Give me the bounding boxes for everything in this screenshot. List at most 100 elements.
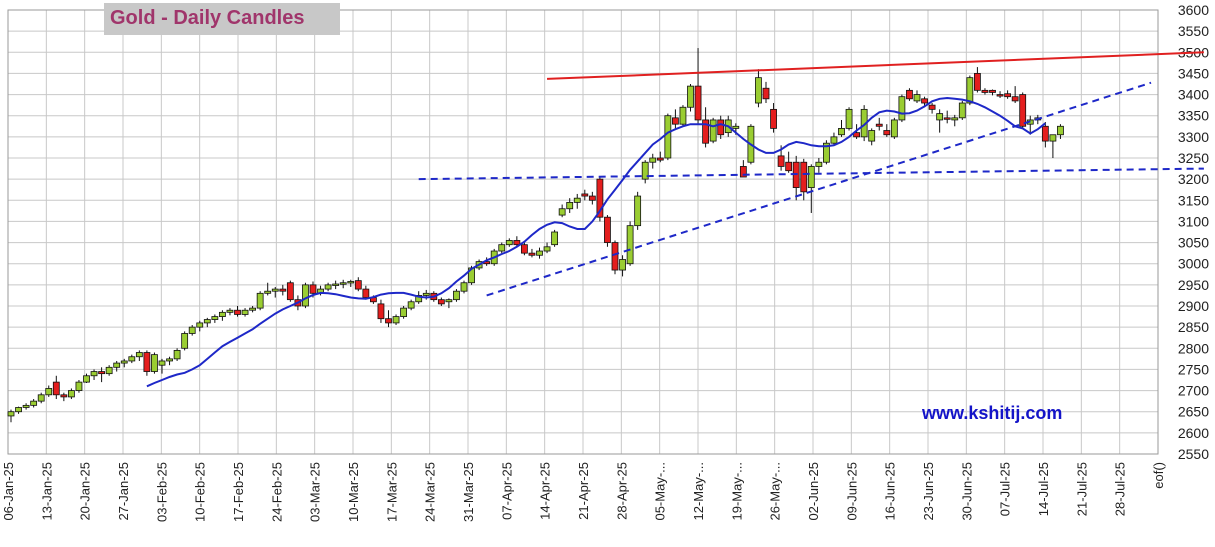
candle-up (324, 282, 332, 292)
candle-down (883, 124, 891, 137)
candle-body (974, 73, 981, 91)
candle-body (173, 349, 181, 360)
candle-body (981, 89, 989, 93)
candle-up (951, 114, 959, 127)
candle-up (913, 90, 921, 104)
candle-down (785, 151, 793, 173)
candle-down (770, 103, 777, 133)
candle-up (90, 369, 98, 380)
candle-body (777, 155, 785, 167)
x-tick-label: 28-Jul-25 (1113, 462, 1128, 516)
candle-up (400, 306, 408, 319)
x-tick-label: 13-Jan-25 (39, 462, 54, 521)
candle-down (385, 310, 392, 328)
x-tick-label: 26-May-... (768, 462, 783, 521)
candle-body (958, 102, 966, 119)
candle-body (75, 381, 83, 391)
watermark-url: www.kshitij.com (922, 403, 1063, 423)
x-tick-label: 07-Apr-25 (499, 462, 514, 520)
candle-body (498, 244, 506, 252)
candle-body (505, 240, 513, 246)
y-tick-label: 3250 (1178, 150, 1209, 166)
x-tick-label: 14-Jul-25 (1036, 462, 1051, 516)
candles (7, 48, 1064, 423)
candle-up (551, 229, 558, 247)
candle-down (974, 67, 981, 93)
candle-body (218, 311, 226, 317)
candle-up (211, 314, 219, 323)
candle-body (928, 104, 936, 110)
x-tick-label: 21-Apr-25 (576, 462, 591, 520)
candle-down (694, 48, 702, 125)
candle-body (90, 371, 98, 377)
candle-body (113, 362, 121, 368)
candle-up (339, 279, 347, 289)
candle-down (672, 109, 679, 129)
candle-body (362, 288, 370, 298)
candle-up (158, 358, 166, 374)
candle-body (339, 282, 347, 285)
candle-down (354, 277, 362, 292)
candle-body (45, 388, 53, 396)
candle-up (181, 331, 189, 351)
candle-body (135, 352, 143, 358)
candle-up (241, 308, 249, 317)
x-tick-label: 27-Jan-25 (116, 462, 131, 521)
candle-up (807, 164, 815, 213)
candle-up (1049, 134, 1057, 158)
moving-average-line (146, 96, 1046, 388)
candle-body (800, 161, 808, 193)
y-tick-label: 2600 (1178, 425, 1209, 441)
candle-down (1004, 90, 1011, 99)
y-tick-label: 2800 (1178, 340, 1209, 356)
candle-body (611, 242, 619, 271)
candle-body (256, 292, 264, 309)
candle-body (558, 208, 566, 216)
candle-down (60, 392, 68, 402)
candle-up (75, 380, 83, 393)
candle-body (203, 319, 211, 324)
candle-body (37, 394, 45, 402)
candle-body (1004, 93, 1011, 98)
candle-up (407, 299, 415, 311)
y-tick-label: 3450 (1178, 65, 1209, 81)
x-tick-label: 21-Jul-25 (1074, 462, 1089, 516)
x-tick-label: eof() (1151, 462, 1166, 489)
candle-up (271, 286, 279, 298)
candle-body (1041, 125, 1049, 142)
candle-body (543, 246, 551, 252)
candle-body (845, 108, 853, 129)
candle-up (543, 242, 551, 254)
support-trendline (418, 167, 1204, 181)
candle-up (226, 308, 234, 316)
candle-body (890, 119, 898, 138)
candle-down (286, 280, 294, 302)
candle-up (838, 119, 845, 137)
candle-body (898, 96, 906, 121)
x-tick-label: 03-Mar-25 (308, 462, 323, 522)
candle-down (943, 110, 951, 124)
candle-up (22, 403, 30, 410)
candle-body (83, 375, 90, 383)
candle-down (875, 117, 883, 131)
candle-up (709, 117, 717, 144)
candle-body (528, 252, 536, 256)
candle-body (52, 381, 60, 396)
candle-up (649, 153, 657, 169)
x-tick-label: 23-Jun-25 (921, 462, 936, 521)
candle-body (264, 290, 272, 294)
x-tick-label: 14-Apr-25 (538, 462, 553, 520)
candle-body (68, 390, 75, 398)
candle-body (181, 333, 189, 349)
candle-body (823, 142, 830, 163)
candle-body (604, 216, 611, 243)
candle-down (98, 367, 105, 383)
candle-body (943, 117, 951, 120)
y-tick-label: 2650 (1178, 404, 1209, 420)
candle-body (166, 358, 173, 362)
candle-up (128, 354, 136, 364)
candle-body (656, 157, 664, 161)
candle-body (815, 161, 823, 167)
candle-body (151, 354, 158, 372)
candle-body (551, 231, 558, 246)
